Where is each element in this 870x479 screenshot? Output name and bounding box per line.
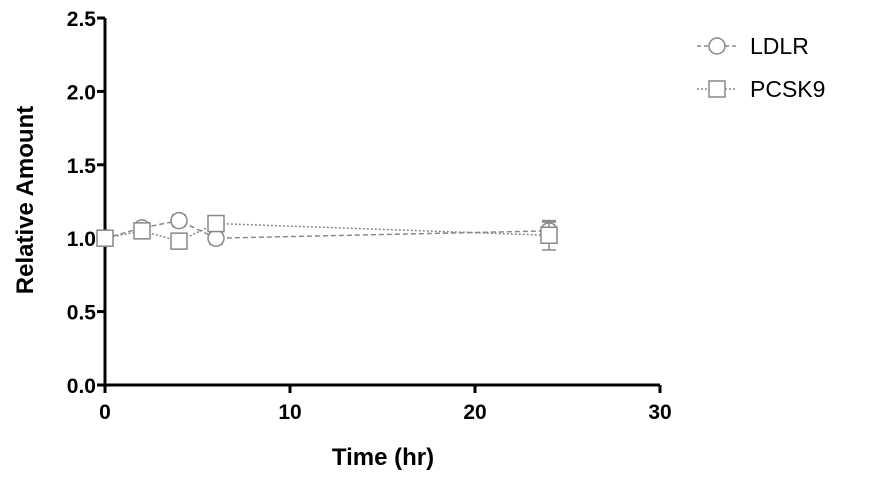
- y-tick-label: 2.0: [67, 81, 96, 104]
- data-point-pcsk9: [96, 229, 114, 247]
- legend-marker-pcsk9: [708, 80, 726, 98]
- data-point-pcsk9: [540, 226, 558, 245]
- data-point-pcsk9: [207, 214, 225, 233]
- legend: LDLR PCSK9: [697, 33, 825, 102]
- x-axis-title: Time (hr): [332, 444, 434, 471]
- y-tick-label: 2.5: [67, 8, 97, 31]
- y-tick-label: 0.0: [67, 375, 96, 398]
- axes: 0 10 20 30 0.0 0.5 1.0 1.5 2.0 2.5: [67, 8, 672, 424]
- y-tick-label: 1.5: [67, 155, 97, 178]
- x-tick-label: 0: [99, 401, 111, 424]
- legend-item-pcsk9: PCSK9: [697, 76, 825, 102]
- series-layer: [96, 211, 558, 251]
- series-pcsk9: [96, 214, 558, 251]
- legend-item-ldlr: LDLR: [697, 33, 809, 59]
- data-point-pcsk9: [133, 222, 151, 240]
- series-ldlr: [96, 211, 558, 247]
- x-tick-label: 30: [648, 401, 671, 424]
- legend-label-ldlr: LDLR: [750, 33, 809, 59]
- y-tick-label: 0.5: [67, 302, 97, 325]
- legend-label-pcsk9: PCSK9: [750, 76, 825, 102]
- y-tick-label: 1.0: [67, 228, 96, 251]
- data-point-pcsk9: [170, 232, 188, 250]
- legend-marker-ldlr: [708, 37, 726, 55]
- x-tick-label: 10: [278, 401, 301, 424]
- data-point-ldlr: [170, 211, 188, 230]
- data-point-ldlr: [207, 229, 225, 247]
- x-tick-label: 20: [463, 401, 486, 424]
- y-axis-title: Relative Amount: [12, 106, 39, 294]
